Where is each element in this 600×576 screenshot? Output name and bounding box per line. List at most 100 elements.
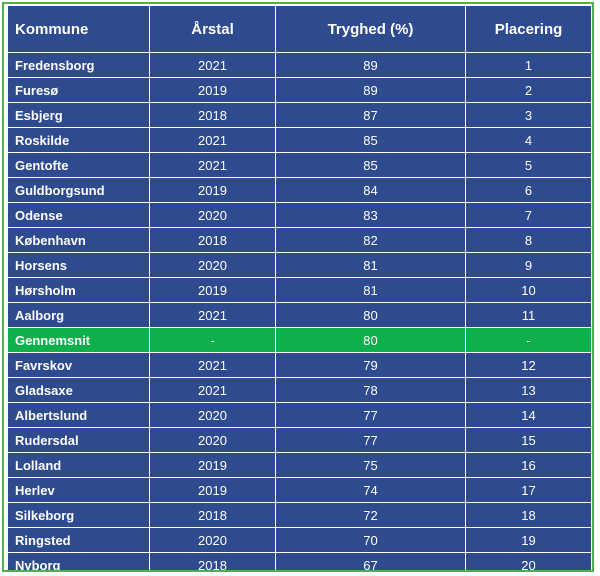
- table-row: Esbjerg 2018 87 3: [7, 102, 592, 128]
- cell-tryghed: 77: [275, 427, 466, 453]
- table-row: København 2018 82 8: [7, 227, 592, 253]
- cell-tryghed: 80: [275, 327, 466, 353]
- header-row: Kommune Årstal Tryghed (%) Placering: [7, 5, 592, 53]
- cell-aarstal: 2018: [149, 552, 276, 570]
- cell-aarstal: 2020: [149, 202, 276, 228]
- cell-placering: 20: [465, 552, 592, 570]
- ranking-table: Kommune Årstal Tryghed (%) Placering Fre…: [7, 5, 592, 570]
- cell-aarstal: 2021: [149, 377, 276, 403]
- header-placering: Placering: [465, 5, 592, 53]
- cell-kommune: Roskilde: [7, 127, 150, 153]
- cell-placering: 18: [465, 502, 592, 528]
- cell-tryghed: 74: [275, 477, 466, 503]
- cell-aarstal: 2019: [149, 77, 276, 103]
- cell-aarstal: 2019: [149, 477, 276, 503]
- cell-aarstal: 2020: [149, 252, 276, 278]
- cell-tryghed: 77: [275, 402, 466, 428]
- cell-aarstal: 2019: [149, 177, 276, 203]
- cell-placering: 1: [465, 52, 592, 78]
- cell-placering: -: [465, 327, 592, 353]
- cell-placering: 14: [465, 402, 592, 428]
- cell-tryghed: 79: [275, 352, 466, 378]
- cell-kommune: Albertslund: [7, 402, 150, 428]
- cell-placering: 8: [465, 227, 592, 253]
- cell-kommune: Lolland: [7, 452, 150, 478]
- cell-tryghed: 81: [275, 277, 466, 303]
- cell-aarstal: 2019: [149, 452, 276, 478]
- cell-tryghed: 75: [275, 452, 466, 478]
- cell-aarstal: 2021: [149, 127, 276, 153]
- cell-kommune: Horsens: [7, 252, 150, 278]
- table-body: Fredensborg 2021 89 1 Furesø 2019 89 2 Esbjerg 20…: [7, 52, 592, 570]
- cell-tryghed: 72: [275, 502, 466, 528]
- cell-aarstal: 2021: [149, 152, 276, 178]
- cell-placering: 2: [465, 77, 592, 103]
- cell-kommune: Gentofte: [7, 152, 150, 178]
- cell-placering: 9: [465, 252, 592, 278]
- cell-kommune: Gennemsnit: [7, 327, 150, 353]
- cell-placering: 7: [465, 202, 592, 228]
- cell-kommune: Nyborg: [7, 552, 150, 570]
- cell-tryghed: 89: [275, 77, 466, 103]
- cell-kommune: Furesø: [7, 77, 150, 103]
- cell-aarstal: 2020: [149, 427, 276, 453]
- cell-aarstal: 2020: [149, 402, 276, 428]
- cell-kommune: Ringsted: [7, 527, 150, 553]
- cell-tryghed: 67: [275, 552, 466, 570]
- cell-placering: 13: [465, 377, 592, 403]
- table-row: Favrskov 2021 79 12: [7, 352, 592, 378]
- cell-placering: 17: [465, 477, 592, 503]
- table-row: Silkeborg 2018 72 18: [7, 502, 592, 528]
- cell-tryghed: 78: [275, 377, 466, 403]
- cell-tryghed: 84: [275, 177, 466, 203]
- header-tryghed: Tryghed (%): [275, 5, 466, 53]
- cell-tryghed: 82: [275, 227, 466, 253]
- cell-aarstal: 2021: [149, 302, 276, 328]
- cell-tryghed: 81: [275, 252, 466, 278]
- cell-tryghed: 83: [275, 202, 466, 228]
- table-row: Furesø 2019 89 2: [7, 77, 592, 103]
- cell-kommune: Silkeborg: [7, 502, 150, 528]
- cell-placering: 3: [465, 102, 592, 128]
- cell-tryghed: 85: [275, 127, 466, 153]
- table-row: Odense 2020 83 7: [7, 202, 592, 228]
- table-row: Horsens 2020 81 9: [7, 252, 592, 278]
- cell-placering: 19: [465, 527, 592, 553]
- table-row: Guldborgsund 2019 84 6: [7, 177, 592, 203]
- cell-placering: 5: [465, 152, 592, 178]
- cell-aarstal: 2021: [149, 352, 276, 378]
- cell-kommune: Guldborgsund: [7, 177, 150, 203]
- table-row: Herlev 2019 74 17: [7, 477, 592, 503]
- cell-aarstal: 2018: [149, 102, 276, 128]
- cell-kommune: Gladsaxe: [7, 377, 150, 403]
- cell-aarstal: -: [149, 327, 276, 353]
- cell-placering: 4: [465, 127, 592, 153]
- cell-placering: 12: [465, 352, 592, 378]
- cell-aarstal: 2020: [149, 527, 276, 553]
- table-row: Roskilde 2021 85 4: [7, 127, 592, 153]
- cell-placering: 16: [465, 452, 592, 478]
- cell-kommune: Fredensborg: [7, 52, 150, 78]
- cell-kommune: Esbjerg: [7, 102, 150, 128]
- cell-aarstal: 2018: [149, 502, 276, 528]
- cell-aarstal: 2021: [149, 52, 276, 78]
- table-row: Gentofte 2021 85 5: [7, 152, 592, 178]
- cell-kommune: Odense: [7, 202, 150, 228]
- cell-kommune: København: [7, 227, 150, 253]
- table-row: Hørsholm 2019 81 10: [7, 277, 592, 303]
- table-row: Gladsaxe 2021 78 13: [7, 377, 592, 403]
- table-row: Aalborg 2021 80 11: [7, 302, 592, 328]
- cell-aarstal: 2018: [149, 227, 276, 253]
- table-row: Ringsted 2020 70 19: [7, 527, 592, 553]
- cell-placering: 11: [465, 302, 592, 328]
- cell-placering: 15: [465, 427, 592, 453]
- average-row: Gennemsnit -80-: [7, 327, 592, 353]
- cell-placering: 10: [465, 277, 592, 303]
- table-row: Nyborg 2018 67 20: [7, 552, 592, 570]
- table-row: Albertslund 2020 77 14: [7, 402, 592, 428]
- cell-tryghed: 89: [275, 52, 466, 78]
- cell-tryghed: 80: [275, 302, 466, 328]
- cell-kommune: Hørsholm: [7, 277, 150, 303]
- cell-kommune: Aalborg: [7, 302, 150, 328]
- cell-kommune: Favrskov: [7, 352, 150, 378]
